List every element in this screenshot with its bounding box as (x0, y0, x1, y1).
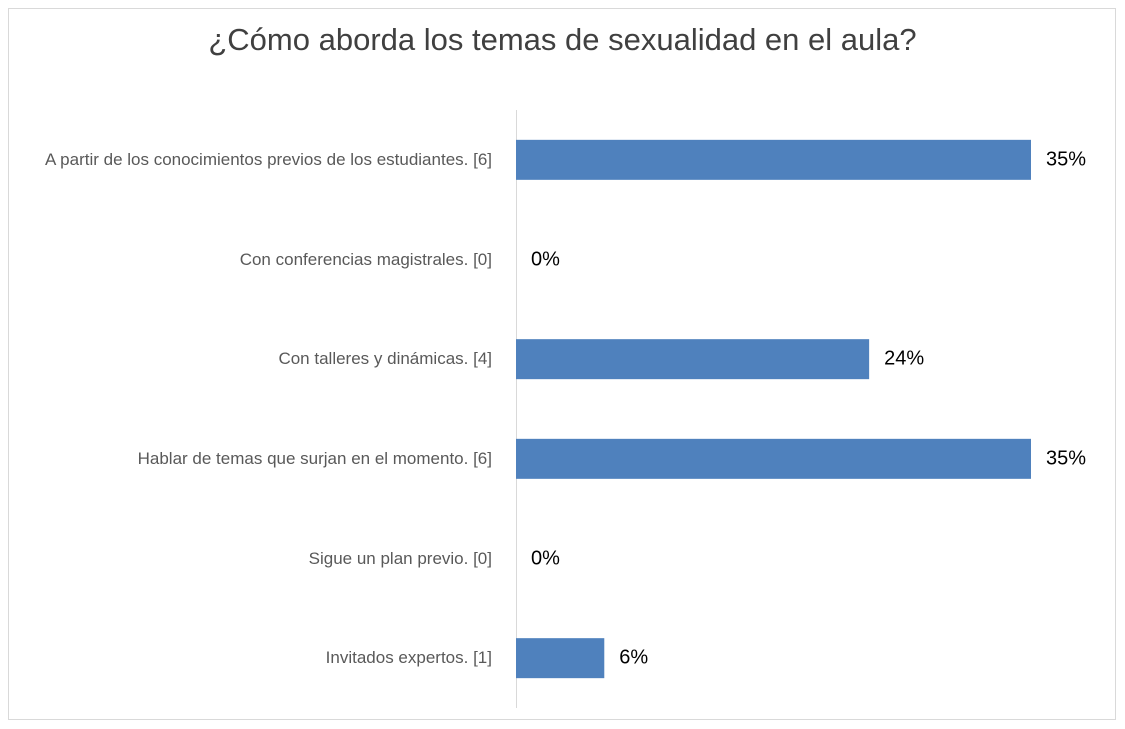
bar (516, 438, 1031, 479)
data-label: 0% (531, 248, 560, 270)
data-label: 6% (619, 646, 649, 669)
category-label: Sigue un plan previo. [0] (308, 548, 492, 568)
data-label: 35% (1046, 148, 1087, 171)
category-label: Con talleres y dinámicas. [4] (278, 349, 492, 369)
category-label: Con conferencias magistrales. [0] (239, 249, 492, 269)
chart-title: ¿Cómo aborda los temas de sexualidad en … (208, 22, 917, 57)
data-label: 24% (884, 347, 925, 370)
category-label: A partir de los conocimientos previos de… (45, 149, 492, 169)
bar (516, 139, 1031, 180)
category-label: Hablar de temas que surjan en el momento… (137, 448, 492, 468)
category-label: Invitados expertos. [1] (325, 648, 492, 668)
data-label: 0% (531, 547, 560, 569)
chart-frame (8, 8, 1116, 720)
bar (516, 638, 605, 679)
data-label: 35% (1046, 447, 1087, 470)
bar (516, 339, 870, 380)
